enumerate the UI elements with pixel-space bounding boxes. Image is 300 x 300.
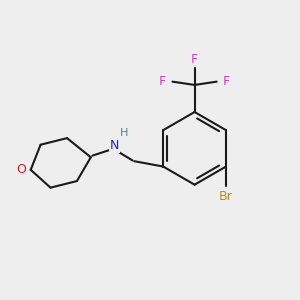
Text: F: F	[223, 75, 230, 88]
Text: N: N	[110, 139, 119, 152]
Text: O: O	[16, 163, 26, 176]
Text: F: F	[159, 75, 166, 88]
Text: H: H	[120, 128, 128, 138]
Text: Br: Br	[219, 190, 233, 203]
Text: F: F	[191, 53, 198, 66]
